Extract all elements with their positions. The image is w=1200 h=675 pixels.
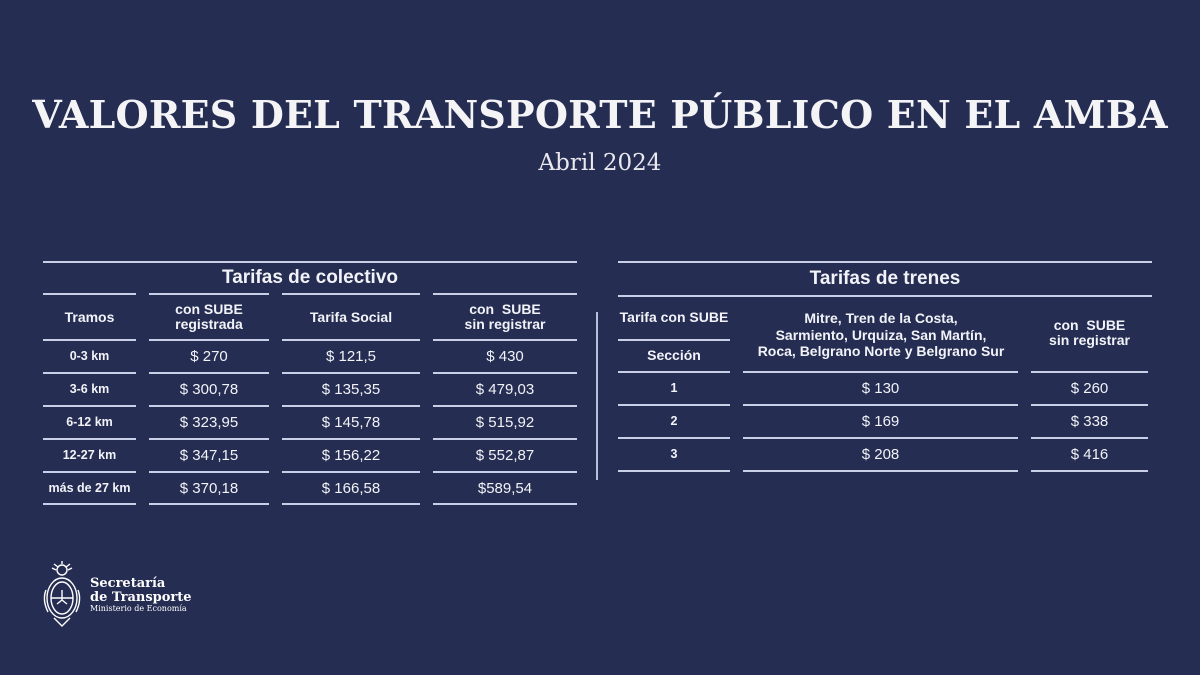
secretaria-transporte-logo: Secretaría de Transporte Ministerio de E… xyxy=(40,560,210,632)
divider xyxy=(743,371,1018,373)
colectivo-title: Tarifas de colectivo xyxy=(222,267,398,289)
divider xyxy=(282,471,420,473)
divider xyxy=(43,405,136,407)
divider xyxy=(1031,371,1148,373)
fare-cell: $ 135,35 xyxy=(321,380,381,398)
logo-text: Secretaría de Transporte Ministerio de E… xyxy=(90,577,192,614)
divider xyxy=(43,503,136,505)
divider xyxy=(618,437,730,439)
divider xyxy=(618,404,730,406)
fare-cell: $ 300,78 xyxy=(179,380,239,398)
fare-cell: $ 156,22 xyxy=(321,446,381,464)
argentina-coat-of-arms-icon xyxy=(43,561,81,627)
fare-cell: $ 270 xyxy=(190,347,228,365)
divider xyxy=(618,339,730,341)
fare-cell: $ 347,15 xyxy=(179,446,239,464)
fare-cell: $ 169 xyxy=(861,412,900,430)
vertical-divider xyxy=(596,312,598,480)
divider xyxy=(433,503,577,505)
divider xyxy=(282,372,420,374)
col-header-tarifa-social: Tarifa Social xyxy=(309,308,393,325)
fare-cell: $ 323,95 xyxy=(179,413,239,431)
fare-cell: $ 145,78 xyxy=(321,413,381,431)
divider xyxy=(433,339,577,341)
logo-line-2: de Transporte xyxy=(90,589,192,605)
seccion-cell: 2 xyxy=(670,413,678,428)
fare-cell: $ 370,18 xyxy=(179,479,239,497)
tramo-cell: 6-12 km xyxy=(66,414,113,429)
tramo-cell: más de 27 km xyxy=(48,480,131,495)
divider xyxy=(43,372,136,374)
divider xyxy=(282,405,420,407)
divider xyxy=(43,471,136,473)
divider xyxy=(1031,470,1148,472)
fare-cell: $ 130 xyxy=(861,379,900,397)
col-header-sube-sin-registrar-tren: con SUBE sin registrar xyxy=(1049,317,1130,348)
divider xyxy=(149,503,269,505)
divider xyxy=(282,438,420,440)
logo-line-1: Secretaría xyxy=(90,576,166,591)
fare-cell: $ 430 xyxy=(486,347,524,365)
fare-cell: $ 416 xyxy=(1070,445,1109,463)
tramo-cell: 3-6 km xyxy=(69,381,110,396)
fare-cell: $ 121,5 xyxy=(325,347,377,365)
divider xyxy=(43,293,136,295)
tramo-cell: 12-27 km xyxy=(62,447,117,462)
divider xyxy=(743,404,1018,406)
tramo-cell: 0-3 km xyxy=(69,348,110,363)
divider xyxy=(282,339,420,341)
fare-cell: $ 208 xyxy=(861,445,900,463)
col-header-seccion: Sección xyxy=(647,346,701,363)
divider xyxy=(618,261,1152,263)
divider xyxy=(743,470,1018,472)
fare-cell: $ 166,58 xyxy=(321,479,381,497)
divider xyxy=(149,339,269,341)
divider xyxy=(618,295,1152,297)
fare-cell: $ 479,03 xyxy=(475,380,535,398)
seccion-cell: 1 xyxy=(670,380,678,395)
page-title: VALORES DEL TRANSPORTE PÚBLICO EN EL AMB… xyxy=(32,92,1168,137)
divider xyxy=(149,438,269,440)
divider xyxy=(282,503,420,505)
logo-line-3: Ministerio de Economía xyxy=(90,604,187,614)
divider xyxy=(43,339,136,341)
divider xyxy=(149,372,269,374)
col-header-lineas: Mitre, Tren de la Costa, Sarmiento, Urqu… xyxy=(757,309,1005,360)
divider xyxy=(618,371,730,373)
fare-cell: $589,54 xyxy=(477,479,533,497)
divider xyxy=(433,293,577,295)
divider xyxy=(282,293,420,295)
divider xyxy=(1031,404,1148,406)
col-header-sube-sin-registrar: con SUBE sin registrar xyxy=(464,301,546,332)
divider xyxy=(433,405,577,407)
divider xyxy=(149,405,269,407)
page-subtitle: Abril 2024 xyxy=(538,150,662,176)
divider xyxy=(433,372,577,374)
divider xyxy=(43,261,577,263)
fare-cell: $ 552,87 xyxy=(475,446,535,464)
divider xyxy=(433,471,577,473)
fare-cell: $ 260 xyxy=(1070,379,1109,397)
col-header-tarifa-con-sube: Tarifa con SUBE xyxy=(619,308,729,325)
divider xyxy=(618,470,730,472)
divider xyxy=(743,437,1018,439)
seccion-cell: 3 xyxy=(670,446,678,461)
divider xyxy=(1031,437,1148,439)
divider xyxy=(43,438,136,440)
divider xyxy=(149,293,269,295)
col-header-tramos: Tramos xyxy=(64,308,115,325)
fare-cell: $ 515,92 xyxy=(475,413,535,431)
divider xyxy=(149,471,269,473)
fare-cell: $ 338 xyxy=(1070,412,1109,430)
col-header-sube-registrada: con SUBE registrada xyxy=(175,301,243,332)
trenes-title: Tarifas de trenes xyxy=(809,268,961,290)
divider xyxy=(433,438,577,440)
